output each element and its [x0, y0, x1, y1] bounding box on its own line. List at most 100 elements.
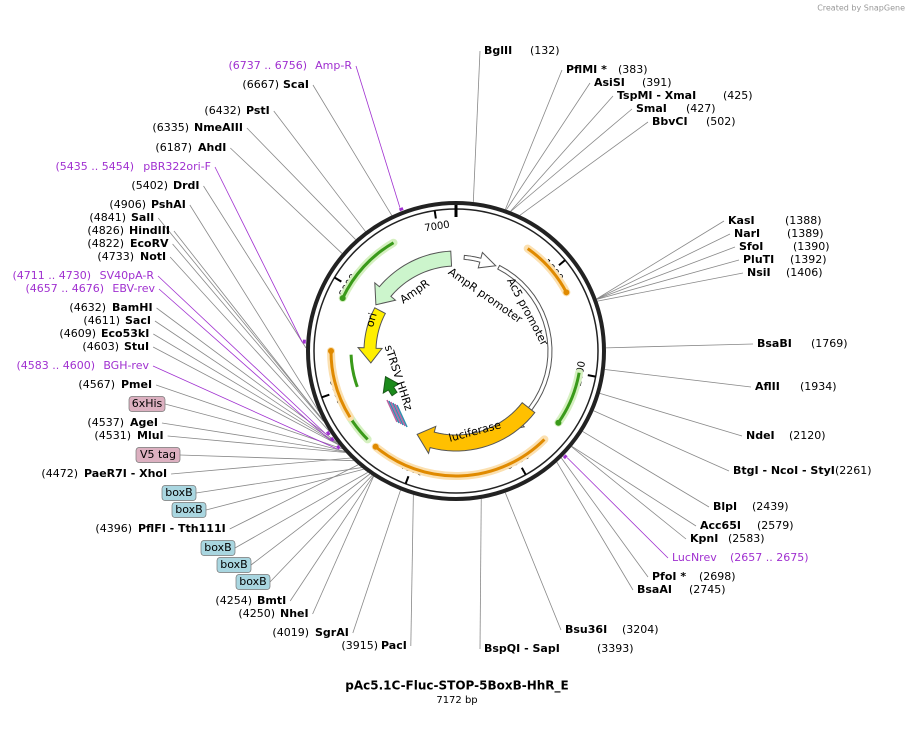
- site-position: (1934): [800, 380, 837, 393]
- site-position: (6432): [204, 104, 241, 117]
- primer-mark: [329, 436, 335, 442]
- primer-range: (4657 .. 4676): [25, 282, 104, 295]
- tag-hatch: [396, 404, 408, 428]
- site-position: (2261): [835, 464, 872, 477]
- leader-line: [560, 457, 649, 578]
- tag-leader: [250, 473, 371, 566]
- tag-label: boxB: [204, 541, 231, 554]
- site-name: BsaAI: [637, 583, 672, 596]
- site-position: (1392): [790, 253, 827, 266]
- site-name: BglII: [484, 44, 512, 57]
- site-position: (383): [618, 63, 648, 76]
- primer-name: pBR322ori-F: [143, 160, 211, 173]
- leader-line: [154, 320, 339, 445]
- tag-hatch: [390, 401, 402, 425]
- leader-line: [172, 243, 324, 422]
- leader-line: [171, 457, 351, 475]
- site-position: (427): [686, 102, 716, 115]
- site-position: (4567): [78, 378, 115, 391]
- site-name: NdeI: [746, 429, 775, 442]
- leader-line: [597, 272, 744, 302]
- tag-box: [216, 557, 252, 573]
- feature-arc: [526, 247, 568, 294]
- tag-hatch: [388, 400, 400, 424]
- site-name: NarI: [734, 227, 760, 240]
- tag-label: boxB: [220, 558, 247, 571]
- site-position: (2583): [728, 532, 765, 545]
- leader-line: [246, 127, 356, 240]
- site-position: (4472): [41, 467, 78, 480]
- site-name: AsiSI: [594, 76, 625, 89]
- site-name: PluTI: [743, 253, 774, 266]
- feature-arc: [374, 438, 546, 478]
- primer-range: (5435 .. 5454): [55, 160, 134, 173]
- site-position: (1389): [787, 227, 824, 240]
- arc-head: [555, 419, 562, 426]
- tag-leader: [195, 467, 362, 494]
- ruler-tick: [404, 475, 410, 485]
- site-name: PmeI: [121, 378, 152, 391]
- site-position: (2579): [757, 519, 794, 532]
- tag-leader: [269, 475, 373, 583]
- leader-line: [161, 422, 346, 453]
- site-name: NotI: [140, 250, 166, 263]
- site-position: (4396): [95, 522, 132, 535]
- tag-label: 6xHis: [132, 397, 163, 410]
- site-position: (1769): [811, 337, 848, 350]
- primer-leader: [158, 288, 332, 442]
- site-position: (4537): [87, 416, 124, 429]
- site-name: NheI: [280, 607, 309, 620]
- site-name: MluI: [137, 429, 164, 442]
- site-position: (4609): [59, 327, 96, 340]
- site-position: (6667): [242, 78, 279, 91]
- site-position: (132): [530, 44, 560, 57]
- site-name: BamHI: [112, 301, 153, 314]
- primer-mark: [336, 444, 341, 450]
- backbone-outer: [306, 201, 606, 501]
- leader-line: [312, 84, 393, 216]
- site-name: KpnI: [690, 532, 718, 545]
- ruler-tick: [321, 393, 330, 399]
- site-name: BlpI: [713, 500, 737, 513]
- leader-line: [479, 498, 482, 650]
- site-position: (1406): [786, 266, 823, 279]
- arc-head: [328, 348, 334, 354]
- leader-line: [596, 246, 736, 300]
- site-position: (4250): [238, 607, 275, 620]
- site-position: (1390): [793, 240, 830, 253]
- primer-leader: [355, 65, 401, 208]
- tag-label: V5 tag: [140, 448, 176, 461]
- leader-line: [582, 431, 710, 508]
- leader-line: [519, 121, 649, 216]
- leader-line: [596, 233, 731, 300]
- credit: Created by SnapGene: [817, 4, 905, 13]
- arc-head: [563, 289, 570, 296]
- leader-line: [504, 492, 562, 631]
- leader-lines: [152, 50, 754, 650]
- site-name: PaeR7I - XhoI: [84, 467, 167, 480]
- leader-line: [169, 256, 330, 432]
- primer-leader: [214, 166, 303, 343]
- tag-leader: [234, 472, 369, 549]
- site-name: SfoI: [739, 240, 763, 253]
- site-name: PstI: [246, 104, 270, 117]
- feature-arrow: [374, 250, 453, 306]
- tag-hatch: [386, 399, 398, 423]
- tag-hatch: [392, 402, 404, 426]
- site-position: (4822): [87, 237, 124, 250]
- primer-name: LucNrev: [672, 551, 717, 564]
- site-name: NsiI: [747, 266, 771, 279]
- leader-line: [312, 476, 374, 615]
- ruler-tick: [520, 467, 527, 476]
- primer-mark: [562, 454, 568, 460]
- leader-line: [596, 220, 725, 300]
- site-name: Acc65I: [700, 519, 741, 532]
- primer-name: Amp-R: [315, 59, 352, 72]
- leader-line: [596, 259, 740, 300]
- leader-line: [352, 490, 401, 634]
- primer-name: SV40pA-R: [100, 269, 155, 282]
- leader-line: [229, 464, 359, 530]
- feature-arc: [329, 350, 352, 419]
- tag-box: [171, 502, 207, 518]
